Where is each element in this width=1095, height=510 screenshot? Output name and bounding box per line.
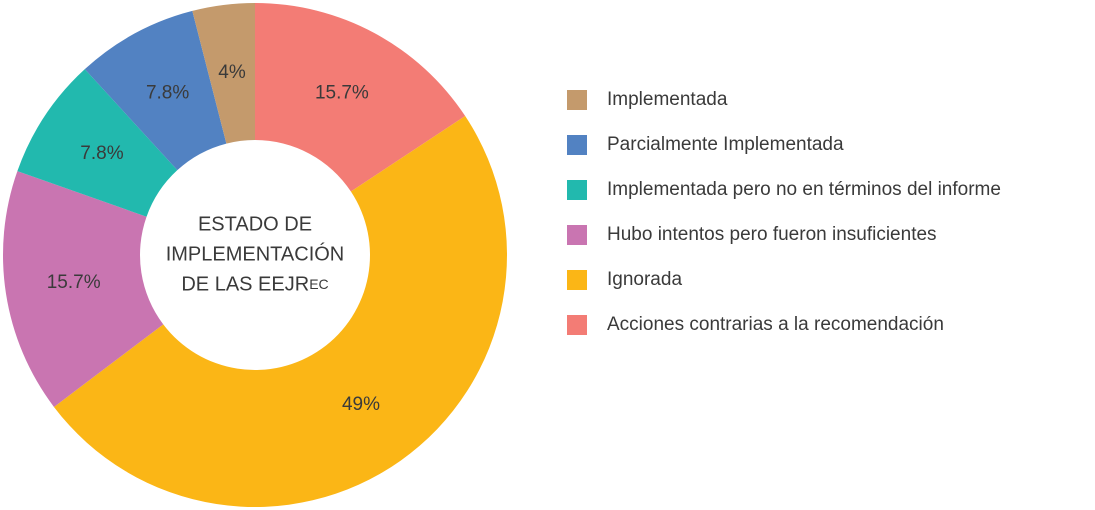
value-label: 4% (218, 62, 246, 83)
legend-label: Parcialmente Implementada (607, 134, 844, 155)
legend-swatch (567, 180, 587, 200)
center-label: IMPLEMENTACIÓN (166, 242, 345, 265)
legend-swatch (567, 315, 587, 335)
donut-slice (53, 115, 508, 508)
center-label-suffix: EC (309, 276, 328, 292)
legend-swatch (567, 135, 587, 155)
legend-label: Implementada (607, 89, 728, 110)
donut-slice (255, 3, 466, 192)
donut-slice (192, 3, 255, 144)
center-label: ESTADO DE (198, 213, 312, 235)
value-label: 7.8% (146, 83, 189, 104)
legend-swatch (567, 225, 587, 245)
value-label: 7.8% (80, 143, 123, 164)
donut-slice (84, 10, 227, 171)
legend-label: Hubo intentos pero fueron insuficientes (607, 224, 937, 245)
value-label: 15.7% (315, 82, 369, 103)
legend-swatch (567, 270, 587, 290)
legend-label: Ignorada (607, 269, 682, 290)
value-label: 49% (342, 394, 380, 415)
legend-label: Acciones contrarias a la recomendación (607, 314, 944, 335)
legend-swatch (567, 90, 587, 110)
center-label: DE LAS EEJREC (181, 273, 328, 295)
donut-slice (3, 171, 164, 407)
donut-slice (17, 69, 178, 217)
legend-label: Implementada pero no en términos del inf… (607, 179, 1001, 200)
value-label: 15.7% (47, 272, 101, 293)
